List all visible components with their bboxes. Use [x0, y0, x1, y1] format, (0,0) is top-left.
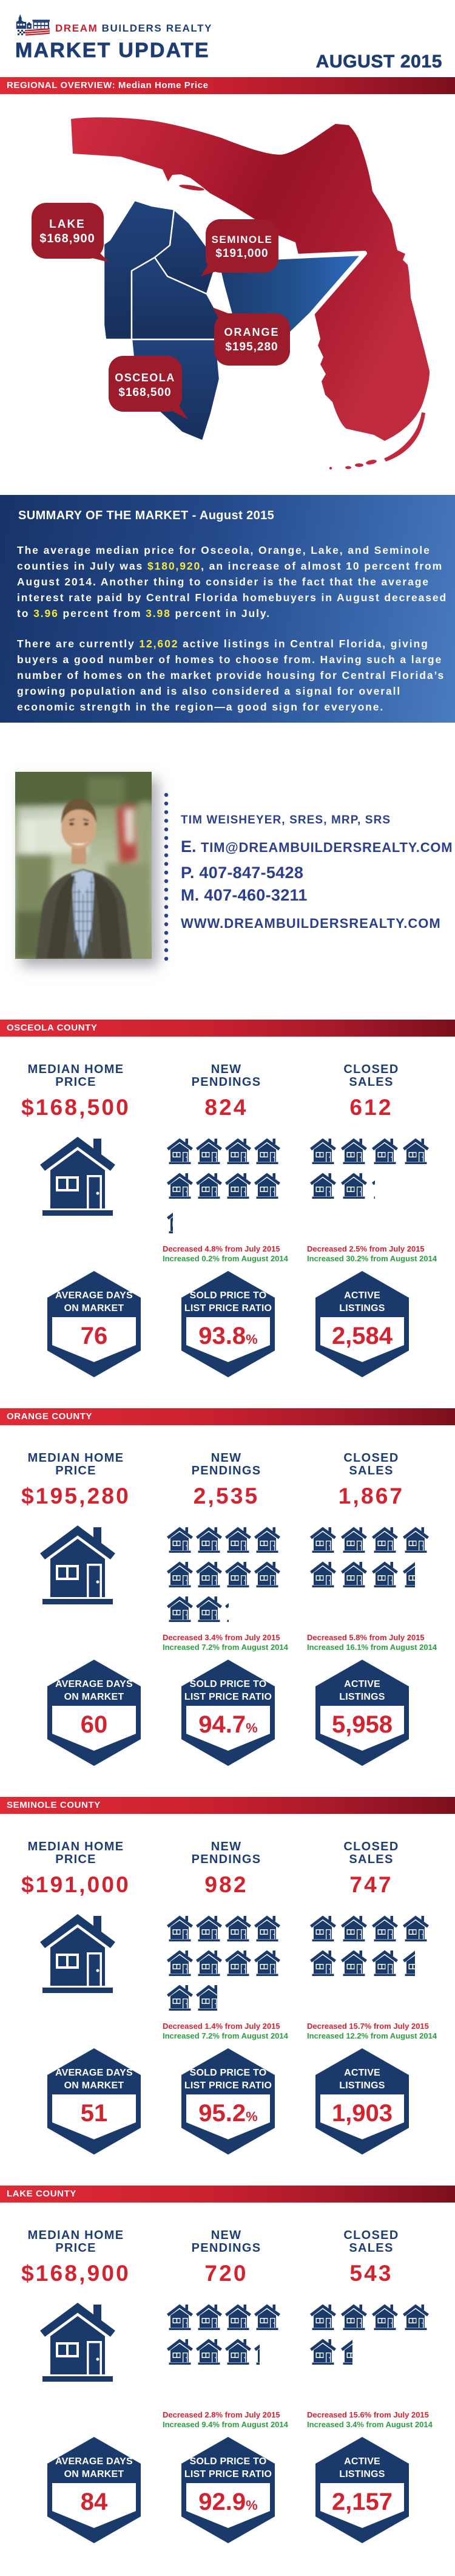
svg-text:$191,000: $191,000 [215, 247, 268, 260]
svg-text:SEMINOLE: SEMINOLE [212, 234, 273, 245]
svg-text:ORANGE: ORANGE [224, 326, 279, 338]
svg-text:LAKE: LAKE [49, 218, 86, 231]
svg-text:OSCEOLA: OSCEOLA [115, 372, 175, 384]
svg-text:$195,280: $195,280 [225, 341, 278, 353]
svg-text:$168,500: $168,500 [118, 386, 171, 399]
svg-text:$168,900: $168,900 [39, 232, 95, 245]
